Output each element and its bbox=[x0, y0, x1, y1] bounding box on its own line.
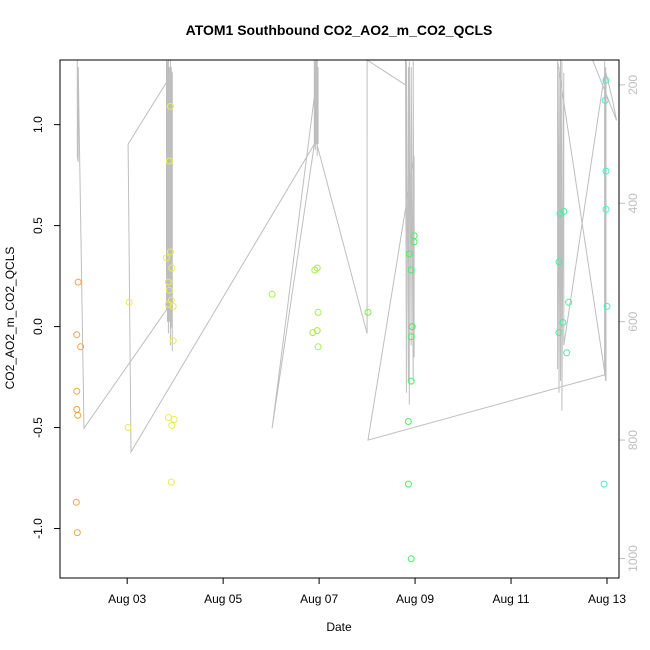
data-point bbox=[407, 266, 415, 274]
data-point bbox=[170, 416, 178, 423]
data-point bbox=[165, 157, 173, 165]
x-axis-label: Date bbox=[326, 620, 352, 634]
data-point bbox=[601, 96, 609, 104]
data-point bbox=[602, 205, 610, 213]
y-tick-label: 0.0 bbox=[31, 318, 45, 335]
y-axis: -1.0 -0.5 0.0 0.5 1.0 bbox=[31, 116, 60, 539]
data-point bbox=[404, 480, 412, 488]
data-point bbox=[77, 343, 85, 351]
x-tick-label: Aug 07 bbox=[300, 592, 338, 606]
data-point bbox=[169, 302, 177, 310]
data-point bbox=[309, 329, 317, 337]
data-point bbox=[560, 208, 568, 215]
data-point bbox=[407, 333, 415, 341]
data-point bbox=[165, 286, 173, 294]
plot-frame bbox=[59, 59, 620, 579]
y-tick-label: -1.0 bbox=[31, 518, 45, 539]
data-point bbox=[166, 248, 174, 256]
data-point bbox=[73, 529, 81, 537]
data-point bbox=[73, 387, 81, 395]
y-tick-label: 0.5 bbox=[31, 217, 45, 234]
data-point bbox=[600, 480, 608, 488]
data-point bbox=[74, 411, 82, 419]
data-point bbox=[72, 498, 80, 506]
data-point bbox=[164, 278, 172, 286]
data-point bbox=[556, 210, 564, 217]
data-point bbox=[602, 167, 610, 175]
x-axis: Aug 03 Aug 05 Aug 07 Aug 09 Aug 11 Aug 13 bbox=[108, 578, 626, 606]
data-point bbox=[169, 337, 177, 345]
data-point bbox=[168, 264, 176, 272]
data-point bbox=[163, 254, 170, 262]
data-point bbox=[268, 290, 276, 298]
data-point bbox=[563, 349, 571, 357]
data-point bbox=[166, 102, 174, 110]
data-point bbox=[313, 327, 321, 335]
right-tick-label: 1000 bbox=[626, 545, 640, 572]
data-point bbox=[408, 323, 416, 331]
data-point bbox=[313, 264, 321, 272]
x-tick-label: Aug 13 bbox=[588, 592, 626, 606]
right-tick-label: 800 bbox=[626, 430, 640, 450]
data-point bbox=[404, 418, 412, 425]
data-point bbox=[314, 343, 322, 351]
right-tick-label: 600 bbox=[626, 311, 640, 331]
chart-title: ATOM1 Southbound CO2_AO2_m_CO2_QCLS bbox=[186, 22, 493, 38]
x-tick-label: Aug 05 bbox=[204, 592, 242, 606]
data-point bbox=[168, 422, 176, 429]
data-point bbox=[410, 238, 418, 246]
data-point bbox=[125, 298, 133, 306]
scatter-points bbox=[72, 76, 611, 563]
y-tick-label: 1.0 bbox=[31, 116, 45, 133]
data-point bbox=[603, 302, 611, 310]
data-point bbox=[565, 298, 573, 306]
data-point bbox=[314, 308, 322, 316]
data-point bbox=[364, 308, 372, 316]
data-point bbox=[73, 331, 81, 339]
data-point bbox=[555, 329, 563, 337]
data-point bbox=[407, 377, 415, 385]
data-point bbox=[407, 555, 415, 563]
data-point bbox=[555, 258, 563, 266]
x-tick-label: Aug 09 bbox=[396, 592, 434, 606]
data-point bbox=[559, 319, 567, 326]
data-point bbox=[405, 250, 413, 258]
right-y-axis: 200 400 600 800 1000 bbox=[619, 75, 640, 572]
right-tick-label: 400 bbox=[626, 193, 640, 213]
y-axis-label: CO2_AO2_m_CO2_QCLS bbox=[3, 247, 17, 390]
x-tick-label: Aug 11 bbox=[492, 592, 529, 606]
data-point bbox=[124, 424, 132, 431]
x-tick-label: Aug 03 bbox=[108, 592, 146, 606]
data-point bbox=[74, 278, 82, 286]
data-point bbox=[167, 478, 175, 486]
right-tick-label: 200 bbox=[626, 75, 640, 95]
y-tick-label: -0.5 bbox=[31, 417, 45, 438]
data-point bbox=[602, 76, 610, 84]
